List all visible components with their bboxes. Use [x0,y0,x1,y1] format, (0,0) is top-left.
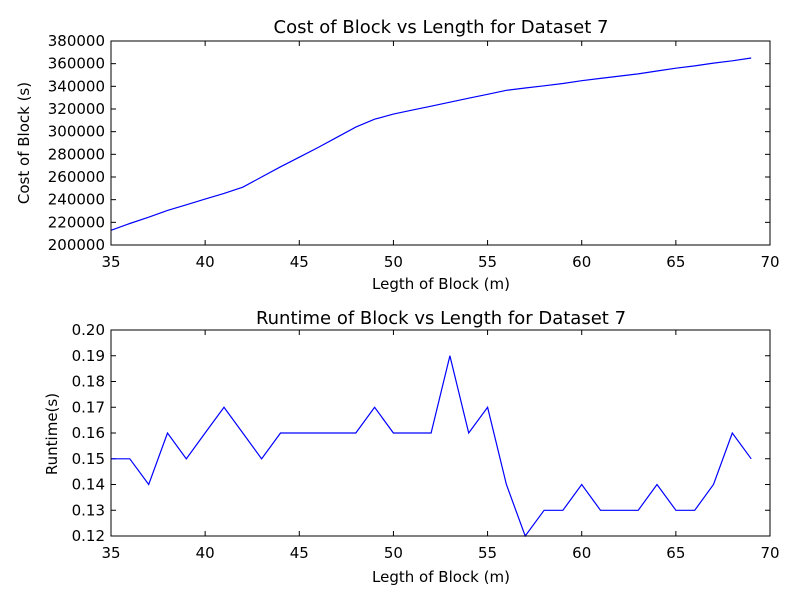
runtime-x-tick-label: 35 [101,544,120,562]
runtime-chart-title: Runtime of Block vs Length for Dataset 7 [256,308,626,329]
runtime-y-tick-label: 0.18 [72,373,105,391]
runtime-y-tick-label: 0.17 [72,398,105,416]
cost-y-tick-label: 360000 [48,55,105,73]
cost-y-tick-label: 240000 [48,191,105,209]
runtime-y-tick-label: 0.12 [72,527,105,545]
cost-chart-x-ticks: 35 40 45 50 55 60 65 70 [101,41,780,271]
runtime-chart-x-axis-label: Legth of Block (m) [372,568,510,586]
cost-chart-y-axis-label: Cost of Block (s) [15,82,33,204]
runtime-y-tick-label: 0.20 [72,321,105,339]
cost-y-tick-label: 320000 [48,100,105,118]
cost-y-tick-label: 220000 [48,213,105,231]
runtime-y-tick-label: 0.13 [72,501,105,519]
cost-y-tick-label: 280000 [48,145,105,163]
runtime-x-tick-label: 55 [478,544,497,562]
runtime-x-tick-label: 45 [290,544,309,562]
runtime-y-tick-label: 0.14 [72,476,105,494]
cost-chart-y-ticks: 200000 220000 240000 260000 280000 300000 3200… [48,32,770,254]
cost-series-line [110,57,752,231]
cost-x-tick-label: 45 [290,253,309,271]
runtime-x-tick-label: 60 [572,544,591,562]
cost-y-tick-label: 300000 [48,123,105,141]
runtime-y-tick-label: 0.16 [72,424,105,442]
cost-chart-frame [110,40,771,246]
runtime-chart-y-ticks: 0.12 0.13 0.14 0.15 0.16 0.17 0.18 0.19 0.20 [72,321,770,545]
runtime-chart-frame [110,329,771,537]
cost-x-tick-label: 70 [760,253,779,271]
cost-y-tick-label: 200000 [48,236,105,254]
runtime-x-tick-label: 70 [760,544,779,562]
cost-chart-title: Cost of Block vs Length for Dataset 7 [274,17,609,38]
runtime-chart: Runtime of Block vs Length for Dataset 7… [43,308,780,586]
runtime-x-tick-label: 40 [196,544,215,562]
runtime-x-tick-label: 50 [384,544,403,562]
cost-x-tick-label: 65 [666,253,685,271]
runtime-x-tick-label: 65 [666,544,685,562]
cost-chart-x-axis-label: Legth of Block (m) [372,275,510,293]
runtime-chart-x-ticks: 35 40 45 50 55 60 65 70 [101,330,780,562]
runtime-y-tick-label: 0.19 [72,347,105,365]
runtime-series-line [111,355,752,538]
runtime-y-tick-label: 0.15 [72,450,105,468]
cost-y-tick-label: 340000 [48,77,105,95]
cost-x-tick-label: 35 [101,253,120,271]
cost-y-tick-label: 260000 [48,168,105,186]
cost-x-tick-label: 40 [196,253,215,271]
cost-x-tick-label: 60 [572,253,591,271]
cost-chart: Cost of Block vs Length for Dataset 7 Le… [15,17,780,293]
cost-x-tick-label: 50 [384,253,403,271]
runtime-chart-y-axis-label: Runtime(s) [43,393,61,475]
cost-y-tick-label: 380000 [48,32,105,50]
cost-x-tick-label: 55 [478,253,497,271]
